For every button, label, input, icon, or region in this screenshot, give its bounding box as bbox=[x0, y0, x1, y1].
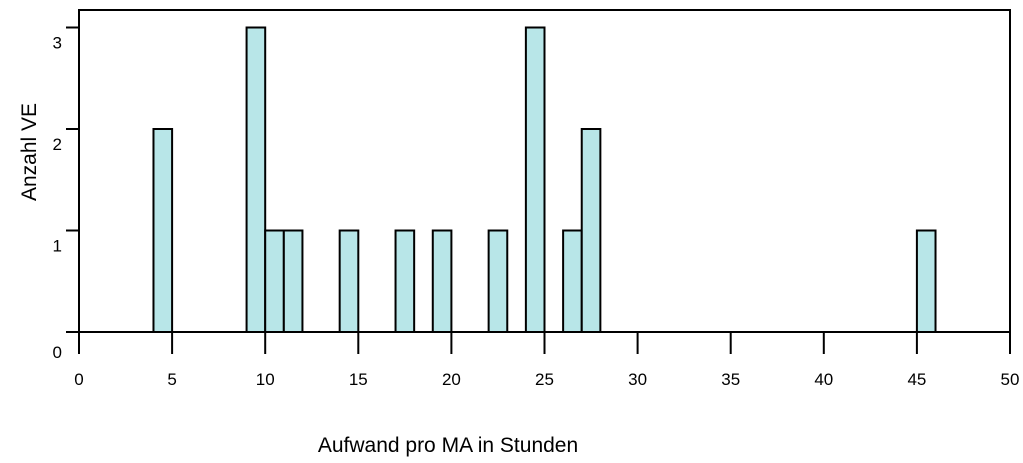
histogram-bar bbox=[264, 229, 285, 333]
y-tick-label: 2 bbox=[53, 135, 62, 154]
x-tick-label: 0 bbox=[74, 370, 83, 389]
histogram-bar bbox=[487, 229, 509, 333]
x-tick-label: 20 bbox=[442, 370, 461, 389]
x-tick-label: 35 bbox=[721, 370, 740, 389]
histogram-bar bbox=[524, 26, 546, 333]
x-tick-label: 45 bbox=[907, 370, 926, 389]
histogram-bar bbox=[431, 229, 453, 333]
x-tick-label: 15 bbox=[349, 370, 368, 389]
x-tick-label: 40 bbox=[814, 370, 833, 389]
x-tick-label: 25 bbox=[535, 370, 554, 389]
histogram-bar bbox=[580, 128, 602, 333]
histogram-bar bbox=[915, 229, 937, 333]
bars bbox=[152, 26, 937, 333]
y-tick-label: 0 bbox=[53, 343, 62, 362]
y-tick-label: 3 bbox=[53, 34, 62, 53]
histogram-bar bbox=[282, 229, 304, 333]
y-tick-label: 1 bbox=[53, 237, 62, 256]
x-tick-label: 30 bbox=[628, 370, 647, 389]
x-tick-label: 5 bbox=[167, 370, 176, 389]
x-axis-title: Aufwand pro MA in Stunden bbox=[318, 434, 578, 457]
histogram-bar bbox=[562, 229, 583, 333]
x-axis: 0 5 10 15 20 25 30 35 40 45 50 bbox=[74, 332, 1019, 389]
x-tick-label: 50 bbox=[1001, 370, 1020, 389]
histogram-bar bbox=[338, 229, 360, 333]
x-tick-label: 10 bbox=[256, 370, 275, 389]
y-axis-title: Anzahl VE bbox=[18, 103, 41, 201]
y-axis: 0 1 2 3 bbox=[53, 26, 79, 362]
histogram-bar bbox=[394, 229, 416, 333]
histogram-bar bbox=[152, 128, 174, 333]
histogram-bar bbox=[245, 26, 267, 333]
